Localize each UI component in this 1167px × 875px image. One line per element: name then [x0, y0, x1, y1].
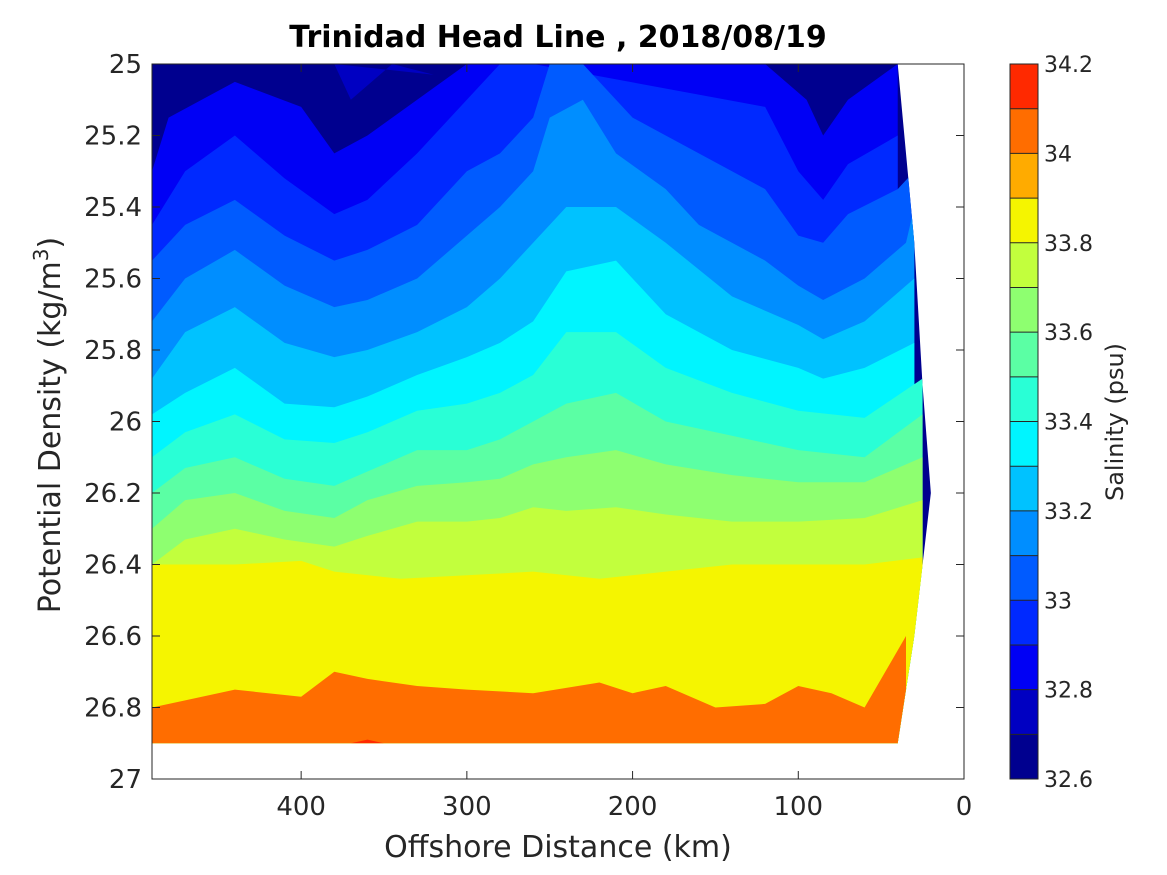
colorbar-frame: [1009, 63, 1039, 780]
colorbar-tick-label: 32.6: [1044, 768, 1093, 793]
x-axis-label: Offshore Distance (km): [384, 830, 732, 865]
colorbar-tick-label: 33.4: [1044, 411, 1093, 436]
y-tick-label: 25.4: [84, 193, 142, 223]
x-tick-label: 300: [442, 792, 492, 822]
colorbar-swatch: [1010, 466, 1038, 511]
colorbar-swatch: [1010, 555, 1038, 601]
contour-fills: [152, 64, 931, 744]
y-tick-label: 25.8: [84, 336, 142, 366]
y-tick-label: 26.6: [84, 622, 142, 652]
y-tick-label: 25: [109, 50, 142, 80]
colorbar-swatch: [1010, 421, 1038, 467]
x-tick-label: 400: [276, 792, 326, 822]
colorbar-swatch: [1010, 108, 1038, 154]
colorbar-tick-label: 34: [1044, 142, 1072, 167]
y-tick-label: 27: [109, 765, 142, 795]
colorbar-swatch: [1010, 600, 1038, 645]
colorbar-tick-label: 33.6: [1044, 321, 1093, 346]
colorbar-label: Salinity (psu): [1101, 343, 1129, 501]
colorbar-tick-label: 33.8: [1044, 232, 1093, 257]
y-tick-label: 25.6: [84, 265, 142, 295]
colorbar-tick-label: 34.2: [1044, 53, 1093, 78]
colorbar-swatch: [1010, 644, 1038, 690]
colorbar-swatch: [1010, 198, 1038, 243]
y-tick-label: 26.4: [84, 551, 142, 581]
colorbar-swatch: [1010, 287, 1038, 333]
colorbar-tick-label: 33.2: [1044, 500, 1093, 525]
x-axis: 400 300 200 100 0: [276, 64, 972, 822]
y-tick-label: 26.2: [84, 479, 142, 509]
colorbar-swatch: [1010, 376, 1038, 422]
colorbar-ticks: 32.6 32.8 33 33.2 33.4 33.6 33.8 34 34.2: [1044, 53, 1093, 793]
colorbar-swatch: [1010, 734, 1038, 779]
y-tick-label: 26.8: [84, 694, 142, 724]
y-axis-label-main: Potential Density (kg/m: [33, 261, 68, 613]
colorbar-swatch: [1010, 332, 1038, 377]
contour-band-34.1: [350, 739, 384, 744]
contour-band-34: [152, 636, 906, 744]
colorbar-tick-label: 32.8: [1044, 679, 1093, 704]
y-axis-label-close: ): [33, 237, 68, 249]
colorbar-swatch: [1010, 242, 1038, 288]
colorbar-swatch: [1010, 510, 1038, 556]
x-tick-label: 100: [773, 792, 823, 822]
y-tick-label: 25.2: [84, 122, 142, 152]
y-axis: 25 25.2 25.4 25.6 25.8 26 26.2 26.4 26.6 26.8 27: [84, 50, 964, 795]
colorbar-tick-label: 33: [1044, 589, 1072, 614]
colorbar-swatch: [1010, 153, 1038, 199]
colorbar-swatch: [1010, 64, 1038, 109]
contour-band-32.7: [334, 64, 434, 100]
chart-title: Trinidad Head Line , 2018/08/19: [289, 20, 826, 55]
colorbar: [1010, 64, 1038, 779]
y-axis-label-sup: 3: [29, 248, 53, 261]
x-tick-label: 0: [956, 792, 973, 822]
colorbar-swatch: [1010, 689, 1038, 735]
y-tick-label: 26: [109, 408, 142, 438]
x-tick-label: 200: [608, 792, 658, 822]
y-axis-label: Potential Density (kg/m3): [29, 237, 68, 613]
